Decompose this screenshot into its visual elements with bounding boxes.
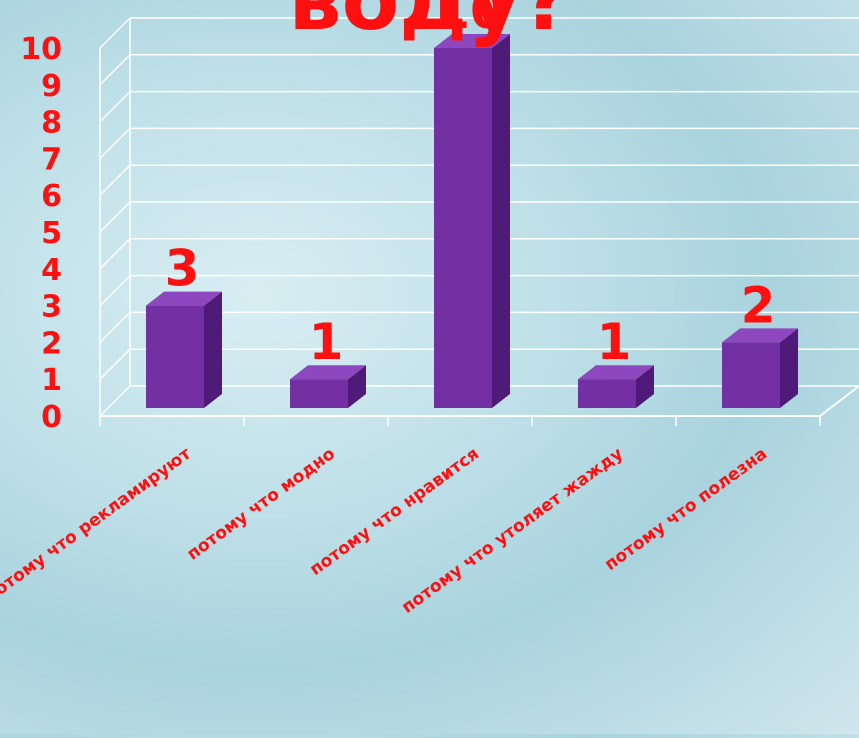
bar bbox=[722, 328, 798, 408]
bar-side bbox=[636, 365, 654, 408]
y-tick-label: 7 bbox=[41, 142, 62, 177]
category-label: потому что утоляет жажду bbox=[398, 444, 627, 618]
bar-front bbox=[146, 305, 204, 408]
bar-side bbox=[348, 365, 366, 408]
y-tick-label: 8 bbox=[41, 106, 62, 141]
data-label: 1 bbox=[309, 313, 344, 371]
bar-front bbox=[290, 379, 348, 408]
bar-top bbox=[146, 291, 222, 306]
bar-top bbox=[290, 365, 366, 380]
data-label: 3 bbox=[165, 240, 200, 298]
bar bbox=[434, 34, 510, 408]
y-tick-label: 0 bbox=[41, 400, 62, 435]
gridline-left bbox=[99, 127, 131, 159]
gridline-left bbox=[99, 201, 131, 233]
gridline-left bbox=[99, 348, 131, 380]
gridline-left bbox=[99, 17, 131, 49]
y-tick-label: 9 bbox=[41, 69, 62, 104]
bar-top bbox=[722, 328, 798, 343]
data-label: 2 bbox=[741, 276, 776, 334]
y-tick-label: 4 bbox=[41, 253, 62, 288]
bar-side bbox=[204, 291, 222, 408]
y-tick-label: 3 bbox=[41, 290, 62, 325]
category-label: потому что модно bbox=[183, 444, 339, 565]
bar-front bbox=[434, 48, 492, 408]
y-tick-label: 2 bbox=[41, 326, 62, 361]
chart-title: воду? bbox=[288, 0, 571, 49]
gridline-left bbox=[99, 238, 131, 270]
category-label: потому что рекламируют bbox=[0, 444, 195, 607]
bar bbox=[146, 291, 222, 408]
bar-top bbox=[578, 365, 654, 380]
data-label: 1 bbox=[597, 313, 632, 371]
y-tick-label: 5 bbox=[41, 216, 62, 251]
gridline-left bbox=[99, 164, 131, 196]
y-tick-label: 6 bbox=[41, 179, 62, 214]
bar-front bbox=[578, 379, 636, 408]
y-tick-label: 1 bbox=[41, 363, 62, 398]
bar bbox=[290, 365, 366, 408]
bar-front bbox=[722, 342, 780, 408]
gridline-left bbox=[99, 311, 131, 343]
floor-edge bbox=[819, 385, 859, 417]
bar-side bbox=[780, 328, 798, 408]
gridline-left bbox=[99, 275, 131, 307]
bar-side bbox=[492, 34, 510, 408]
gridline-left bbox=[99, 385, 131, 417]
bar-top bbox=[434, 34, 510, 48]
y-tick-label: 10 bbox=[20, 32, 62, 67]
category-label: потому что полезна bbox=[601, 444, 771, 575]
gridline-left bbox=[99, 91, 131, 123]
bar bbox=[578, 365, 654, 408]
gridline-left bbox=[99, 54, 131, 86]
data-label: 10 bbox=[435, 0, 505, 40]
